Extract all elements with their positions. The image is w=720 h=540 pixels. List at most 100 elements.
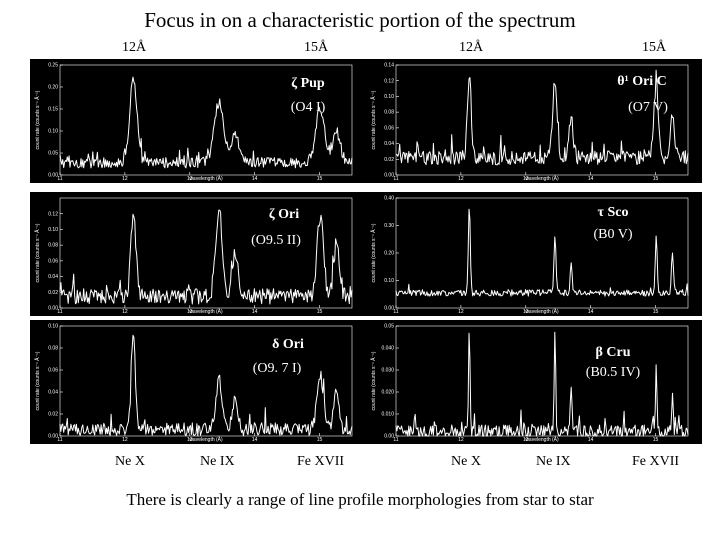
x-tick-label: 14 bbox=[588, 437, 594, 443]
spectrum-chart-theta1-ori-c: 11 12 13 14 15 0.00 0.02 0.04 0.06 0.08 0.10 0.12 0.… bbox=[366, 59, 702, 183]
y-tick-label: 0.10 bbox=[384, 94, 394, 100]
spectrum-chart-tau-sco: 11 12 13 14 15 0.00 0.10 0.20 0.30 0.40 wavelength… bbox=[366, 192, 702, 316]
y-tick-label: 0.08 bbox=[384, 110, 394, 116]
ion-label-ne-ix-left: Ne IX bbox=[200, 454, 235, 469]
x-tick-label: 15 bbox=[653, 176, 659, 182]
plot-frame bbox=[59, 197, 353, 309]
y-tick-label: 0.40 bbox=[384, 196, 394, 202]
star-name-label: β Cru bbox=[596, 345, 631, 360]
x-tick-label: 14 bbox=[588, 176, 594, 182]
y-tick-label: 0.14 bbox=[384, 63, 394, 69]
x-tick-label: 13 bbox=[523, 309, 529, 315]
spectral-type-label: (B0 V) bbox=[593, 227, 632, 242]
y-axis-label: count rate (counts s⁻¹ Å⁻¹) bbox=[370, 351, 377, 410]
y-tick-label: 0.04 bbox=[384, 141, 394, 147]
y-axis-label: count rate (counts s⁻¹ Å⁻¹) bbox=[34, 223, 41, 282]
star-name-label: θ¹ Ori C bbox=[617, 74, 667, 89]
x-tick-label: 11 bbox=[57, 437, 62, 443]
x-tick-label: 14 bbox=[252, 309, 258, 315]
y-tick-label: 0.10 bbox=[48, 129, 58, 135]
y-tick-label: 0.10 bbox=[48, 324, 58, 330]
y-tick-label: 0.00 bbox=[48, 306, 58, 312]
x-tick-label: 13 bbox=[523, 437, 529, 443]
ion-label-ne-ix-right: Ne IX bbox=[536, 454, 571, 469]
x-tick-label: 15 bbox=[653, 309, 659, 315]
y-tick-label: 0.04 bbox=[48, 390, 58, 396]
spectral-type-label: (B0.5 IV) bbox=[586, 365, 641, 380]
footer-caption: There is clearly a range of line profile… bbox=[126, 490, 594, 509]
y-tick-label: 0.15 bbox=[48, 107, 58, 113]
x-tick-label: 12 bbox=[458, 176, 464, 182]
x-tick-label: 11 bbox=[57, 309, 62, 315]
y-tick-label: 0.00 bbox=[384, 434, 394, 440]
y-tick-label: 0.06 bbox=[48, 258, 58, 264]
wavelength-marker-15a-left: 15Å bbox=[304, 40, 329, 55]
spectrum-series-line bbox=[395, 69, 689, 166]
y-tick-label: 0.02 bbox=[384, 157, 394, 163]
spectrum-chart-zeta-ori: 11 12 13 14 15 0.00 0.02 0.04 0.06 0.08 0.10 0.12 wa… bbox=[30, 192, 366, 316]
spectrum-panel-zeta-ori: 11 12 13 14 15 0.00 0.02 0.04 0.06 0.08 0.10 0.12 wa… bbox=[30, 192, 366, 316]
x-tick-label: 12 bbox=[458, 437, 464, 443]
x-tick-label: 11 bbox=[393, 309, 398, 315]
y-tick-label: 0.06 bbox=[48, 368, 58, 374]
spectrum-panel-theta1-ori-c: 11 12 13 14 15 0.00 0.02 0.04 0.06 0.08 0.10 0.12 0.… bbox=[366, 59, 702, 183]
y-tick-label: 0.20 bbox=[384, 251, 394, 257]
y-tick-label: 0.00 bbox=[48, 434, 58, 440]
x-axis-label: wavelength (Å) bbox=[189, 308, 223, 315]
y-tick-label: 0.12 bbox=[48, 211, 58, 217]
star-name-label: ζ Pup bbox=[291, 76, 325, 91]
panel-background bbox=[366, 320, 702, 444]
x-tick-label: 13 bbox=[523, 176, 529, 182]
spectrum-panel-beta-cru: 11 12 13 14 15 0.00 0.010 0.020 0.030 0.040 0.05 wa… bbox=[366, 320, 702, 444]
x-axis-label: wavelength (Å) bbox=[189, 175, 223, 182]
y-tick-label: 0.20 bbox=[48, 85, 58, 91]
spectral-type-label: (O9. 7 I) bbox=[253, 361, 302, 376]
x-tick-label: 15 bbox=[653, 437, 659, 443]
spectral-type-label: (O4 I) bbox=[291, 100, 326, 115]
spectral-type-label: (O9.5 II) bbox=[251, 233, 301, 248]
slide-title: Focus in on a characteristic portion of … bbox=[144, 8, 576, 32]
spectrum-panel-delta-ori: 11 12 13 14 15 0.00 0.02 0.04 0.06 0.08 0.10 wavele… bbox=[30, 320, 366, 444]
panel-background bbox=[366, 192, 702, 316]
panel-background bbox=[366, 59, 702, 183]
x-tick-label: 12 bbox=[122, 176, 128, 182]
spectrum-chart-delta-ori: 11 12 13 14 15 0.00 0.02 0.04 0.06 0.08 0.10 wavele… bbox=[30, 320, 366, 444]
y-tick-label: 0.10 bbox=[48, 227, 58, 233]
x-tick-label: 15 bbox=[317, 309, 323, 315]
x-tick-label: 12 bbox=[122, 437, 128, 443]
y-tick-label: 0.00 bbox=[48, 173, 58, 179]
x-tick-label: 13 bbox=[187, 176, 193, 182]
spectrum-chart-beta-cru: 11 12 13 14 15 0.00 0.010 0.020 0.030 0.040 0.05 wa… bbox=[366, 320, 702, 444]
x-axis-label: wavelength (Å) bbox=[189, 436, 223, 443]
x-tick-label: 14 bbox=[252, 437, 258, 443]
x-tick-label: 11 bbox=[393, 437, 398, 443]
spectral-type-label: (O7 V) bbox=[628, 100, 668, 115]
star-name-label: δ Ori bbox=[272, 337, 304, 352]
spectrum-series-line bbox=[59, 334, 353, 437]
plot-frame bbox=[395, 64, 689, 176]
y-tick-label: 0.010 bbox=[381, 412, 394, 418]
x-tick-label: 13 bbox=[187, 437, 193, 443]
x-tick-label: 14 bbox=[252, 176, 258, 182]
y-tick-label: 0.08 bbox=[48, 243, 58, 249]
plot-frame bbox=[59, 64, 353, 176]
y-tick-label: 0.10 bbox=[384, 278, 394, 284]
x-axis-label: wavelength (Å) bbox=[525, 308, 559, 315]
wavelength-marker-12a-right: 12Å bbox=[459, 40, 484, 55]
y-tick-label: 0.00 bbox=[384, 173, 394, 179]
y-tick-label: 0.02 bbox=[48, 290, 58, 296]
panel-background bbox=[30, 320, 366, 444]
y-tick-label: 0.12 bbox=[384, 78, 394, 84]
spectrum-panel-tau-sco: 11 12 13 14 15 0.00 0.10 0.20 0.30 0.40 wavelength… bbox=[366, 192, 702, 316]
wavelength-marker-12a-left: 12Å bbox=[122, 40, 147, 55]
y-tick-label: 0.02 bbox=[48, 412, 58, 418]
y-tick-label: 0.25 bbox=[48, 63, 58, 69]
x-tick-label: 14 bbox=[588, 309, 594, 315]
y-tick-label: 0.040 bbox=[381, 346, 394, 352]
star-name-label: ζ Ori bbox=[269, 207, 299, 222]
y-axis-label: count rate (counts s⁻¹ Å⁻¹) bbox=[34, 90, 41, 149]
spectrum-chart-zeta-pup: 11 12 13 14 15 0.00 0.05 0.10 0.15 0.20 0.25 wavele… bbox=[30, 59, 366, 183]
x-tick-label: 11 bbox=[393, 176, 398, 182]
spectrum-series-line bbox=[395, 331, 689, 437]
ion-label-fe-xvii-right: Fe XVII bbox=[632, 454, 680, 469]
